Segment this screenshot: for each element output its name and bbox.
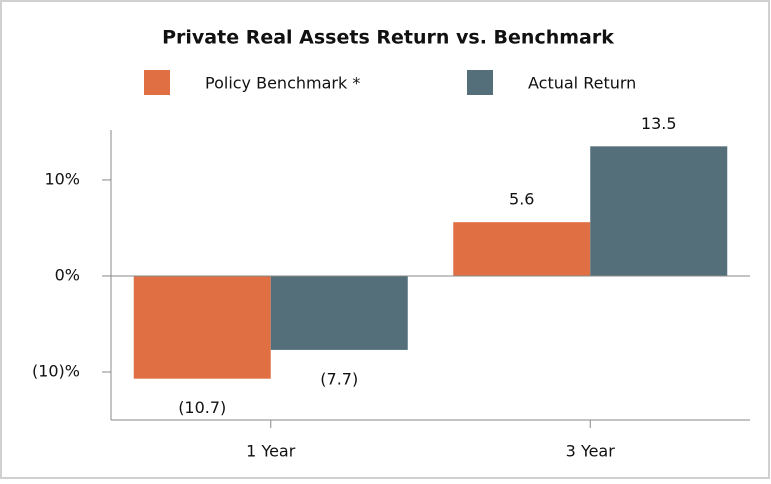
x-tick-label: 3 Year <box>566 442 616 461</box>
data-label: 13.5 <box>641 114 677 133</box>
bar <box>590 146 728 276</box>
y-tick-label: (10)% <box>32 361 80 380</box>
data-label: (10.7) <box>178 398 226 417</box>
bar <box>453 222 591 276</box>
legend-label: Actual Return <box>528 74 636 93</box>
y-tick-label: 10% <box>44 169 80 188</box>
bar <box>270 275 408 350</box>
x-tick-label: 1 Year <box>246 442 296 461</box>
bar <box>133 275 271 379</box>
legend-swatch <box>467 70 493 95</box>
legend-label: Policy Benchmark * <box>205 74 360 93</box>
data-label: (7.7) <box>320 369 358 388</box>
chart-title: Private Real Assets Return vs. Benchmark <box>162 27 614 49</box>
legend-swatch <box>144 70 170 95</box>
y-tick-label: 0% <box>55 265 80 284</box>
data-label: 5.6 <box>509 190 534 209</box>
